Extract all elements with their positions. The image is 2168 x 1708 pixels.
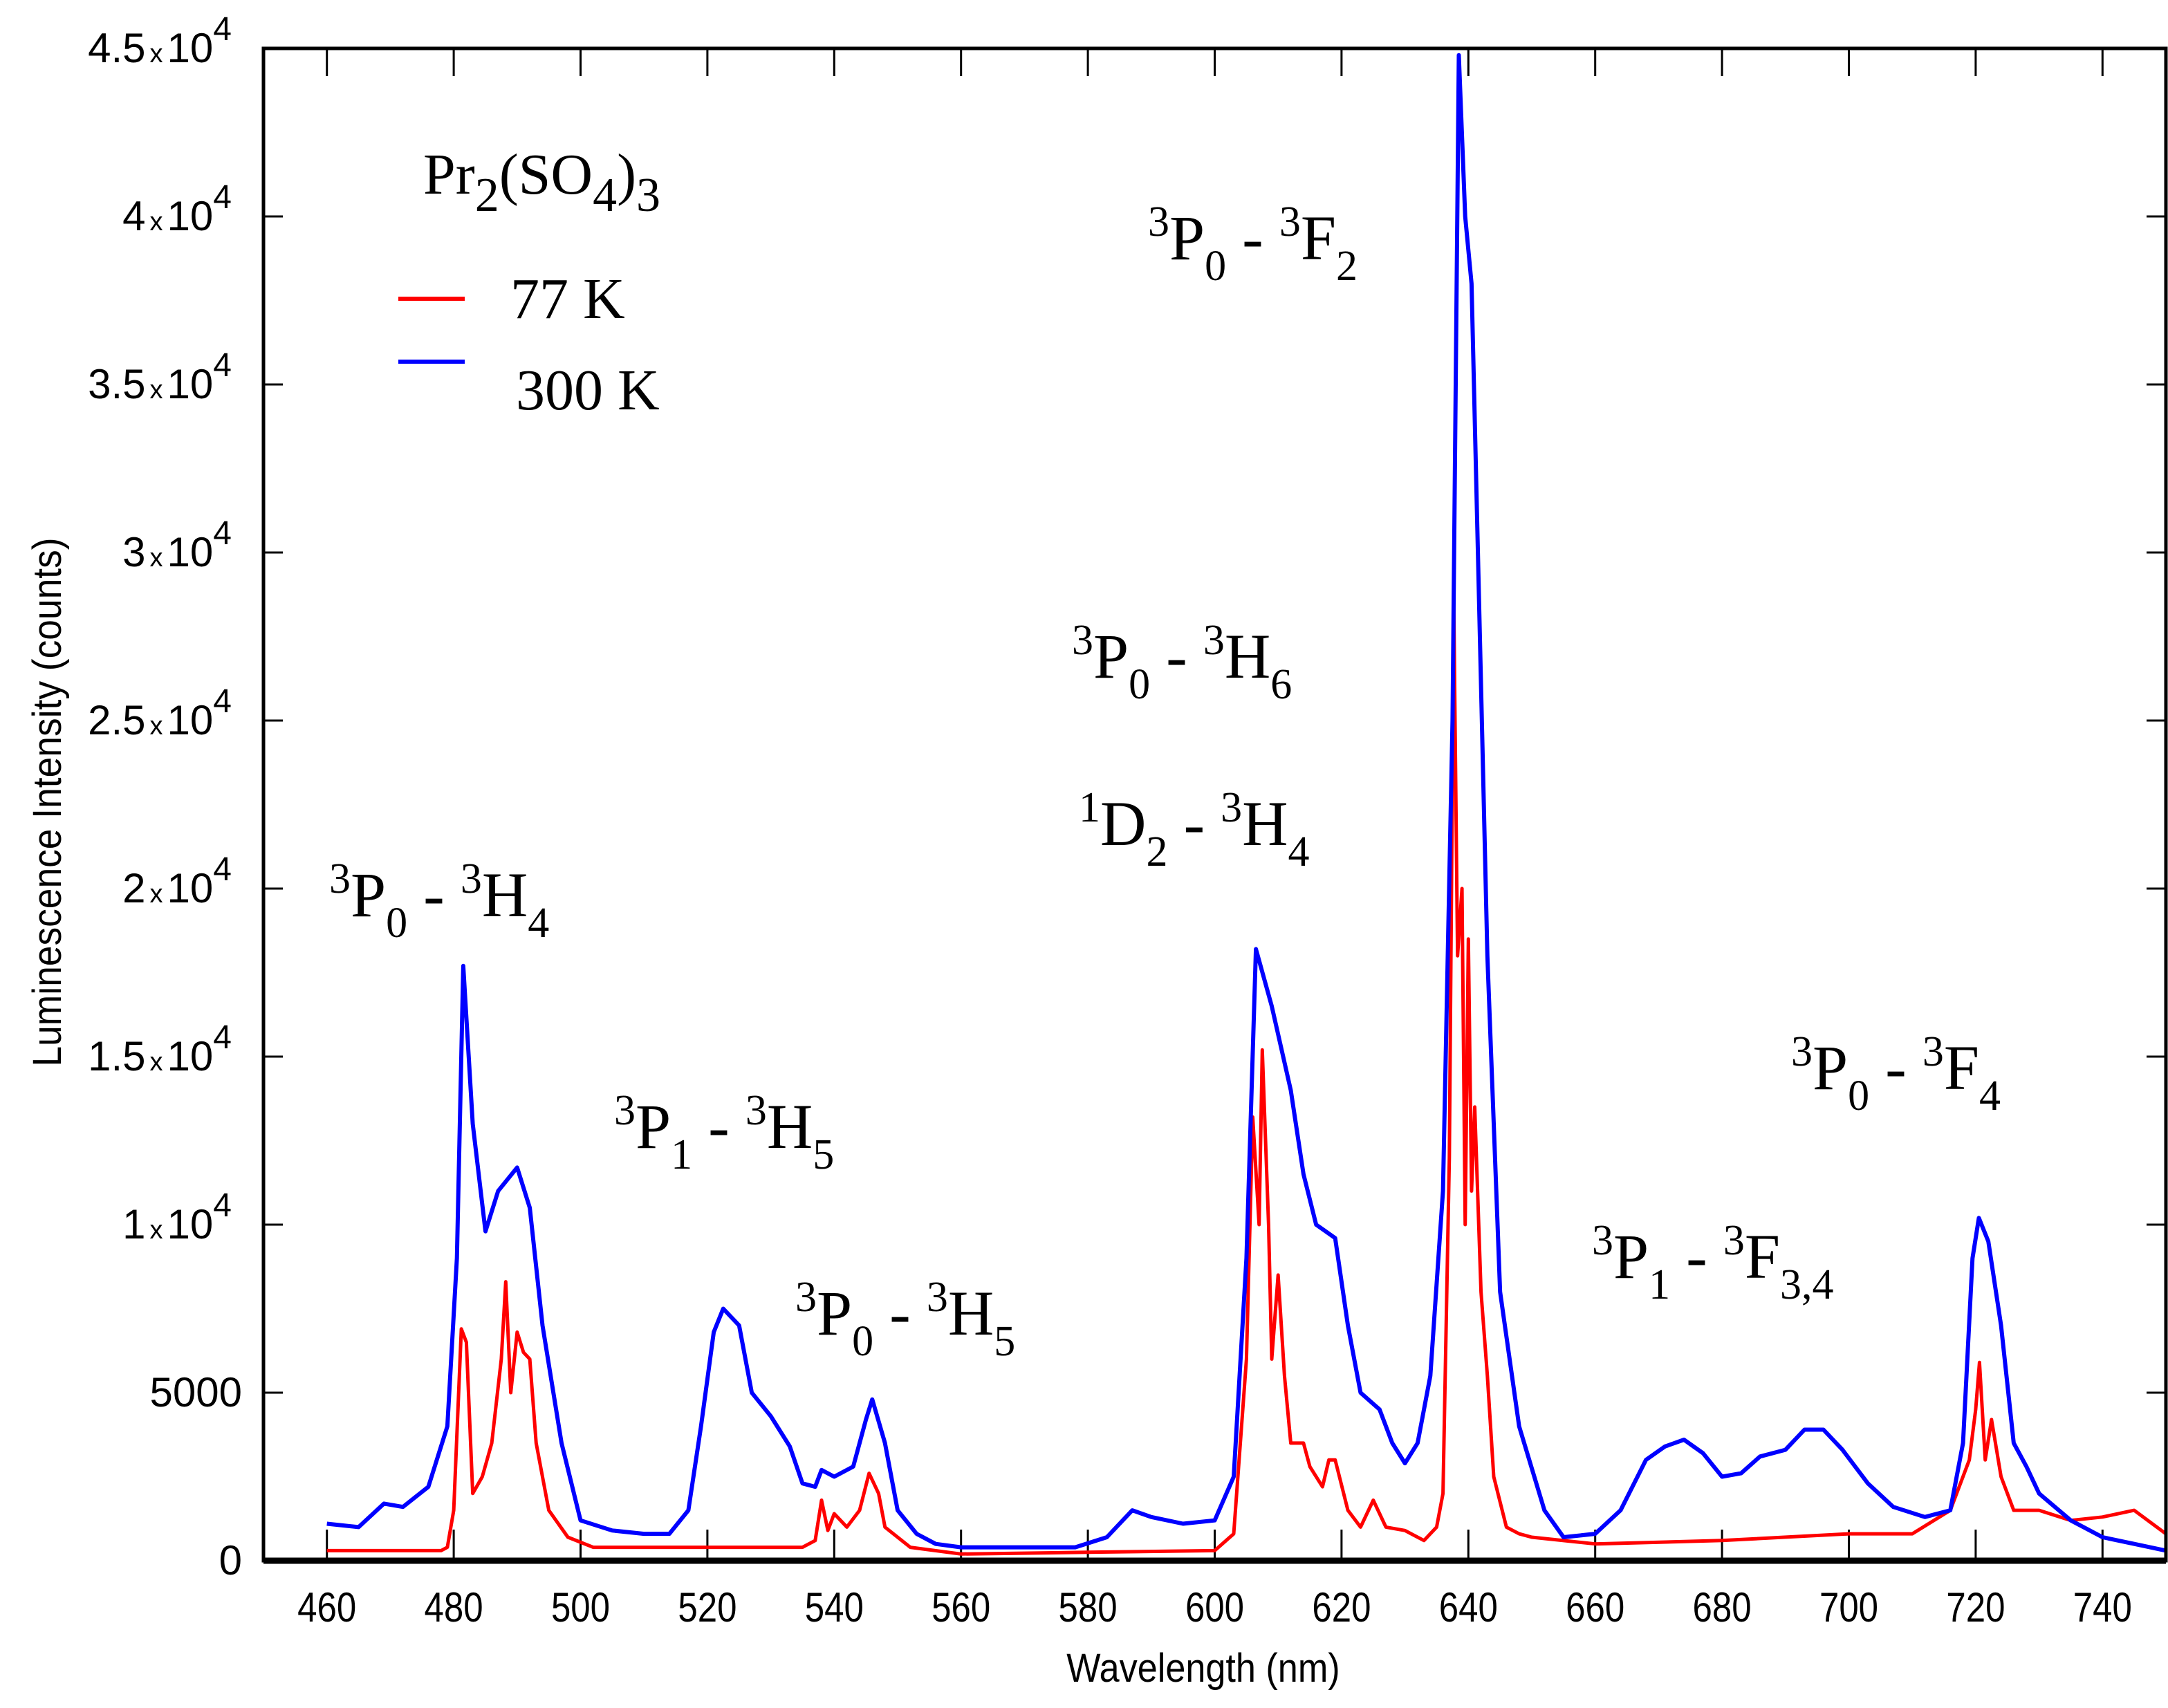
annotation-p0-h4: 3P0 - 3H4 — [329, 855, 549, 947]
legend-title: Pr2(SO4)3 — [423, 142, 660, 222]
series-lines — [326, 53, 2167, 1556]
x-tick-label: 680 — [1693, 1584, 1752, 1631]
transition-annotations: 3P0 - 3H4 3P1 - 3H5 3P0 - 3H5 3P0 - 3F2 3P0 … — [329, 198, 2001, 1365]
x-tick-label: 500 — [551, 1584, 610, 1631]
y-tick-label: 1 x 104 — [122, 1187, 232, 1247]
x-tick-label: 540 — [805, 1584, 864, 1631]
series-line-300k — [326, 53, 2167, 1553]
y-tick-label: 1.5 x 104 — [88, 1019, 232, 1079]
y-tick-label: 5000 — [150, 1369, 242, 1415]
x-tick-label: 620 — [1312, 1584, 1371, 1631]
y-tick-label: 3 x 104 — [122, 515, 232, 575]
x-tick-labels: 460 480 500 520 540 560 580 600 620 640 660 680 700 7… — [297, 1584, 2132, 1631]
y-axis-title: Luminescence Intensity (counts) — [25, 537, 70, 1066]
x-tick-label: 600 — [1185, 1584, 1244, 1631]
y-tick-label: 4 x 104 — [122, 179, 232, 239]
x-tick-label: 460 — [297, 1584, 356, 1631]
annotation-p0-h5: 3P0 - 3H5 — [795, 1274, 1015, 1365]
y-tick-label: 2.5 x 104 — [88, 683, 232, 743]
annotation-p0-h6: 3P0 - 3H6 — [1072, 617, 1292, 708]
annotation-p1-h5: 3P1 - 3H5 — [614, 1087, 834, 1178]
legend-label-300k: 300 K — [516, 358, 660, 423]
x-tick-label: 700 — [1819, 1584, 1878, 1631]
x-tick-label: 740 — [2073, 1584, 2132, 1631]
series-line-77k — [326, 601, 2167, 1556]
annotation-p1-f34: 3P1 - 3F3,4 — [1592, 1217, 1833, 1308]
x-tick-label: 640 — [1439, 1584, 1498, 1631]
y-tick-label: 3.5 x 104 — [88, 347, 232, 407]
legend: Pr2(SO4)3 77 K 300 K — [398, 142, 660, 423]
x-tick-label: 580 — [1059, 1584, 1118, 1631]
y-tick-label: 4.5 x 104 — [88, 11, 232, 71]
legend-label-77k: 77 K — [510, 267, 625, 331]
y-tick-labels: 0 5000 1 x 104 1.5 x 104 2 x 104 2.5 x 104 3 x 104 3.5 x 10… — [88, 11, 242, 1584]
x-tick-label: 560 — [932, 1584, 990, 1631]
x-axis-title: Wavelength (nm) — [1066, 1645, 1340, 1690]
x-tick-label: 720 — [1946, 1584, 2005, 1631]
x-tick-label: 480 — [425, 1584, 483, 1631]
x-tick-label: 520 — [678, 1584, 736, 1631]
annotation-d2-h4: 1D2 - 3H4 — [1079, 784, 1310, 875]
annotation-p0-f4: 3P0 - 3F4 — [1791, 1028, 2001, 1120]
y-tick-label: 2 x 104 — [122, 851, 232, 911]
y-tick-label: 0 — [219, 1537, 242, 1584]
annotation-p0-f2: 3P0 - 3F2 — [1148, 198, 1358, 290]
x-tick-label: 660 — [1566, 1584, 1624, 1631]
